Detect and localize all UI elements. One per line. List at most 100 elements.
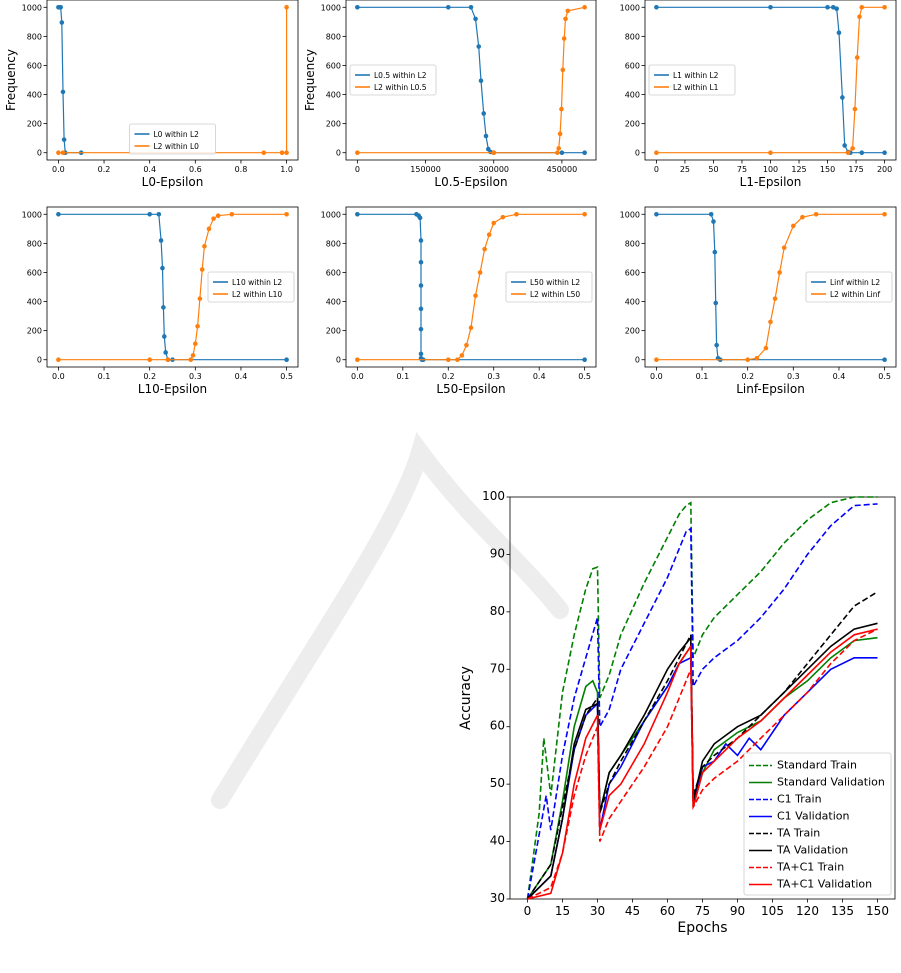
x-axis-label: L50-Epsilon	[436, 382, 505, 396]
legend-label: TA Validation	[776, 844, 848, 857]
legend-box	[505, 271, 593, 303]
data-point	[582, 357, 587, 363]
chart-linf: 0 200 400 600 800 1000 0.0 0.1 0.2 0.3 0.4 0.5 Linf-…	[620, 206, 897, 396]
data-point	[284, 211, 289, 217]
chart-l50-svg: 0 200 400 600 800 1000 0.0 0.1 0.2 0.3 0.4 0.5 L50-E…	[321, 206, 597, 396]
data-point	[418, 238, 424, 243]
data-point	[712, 249, 718, 255]
plot-frame	[345, 206, 597, 368]
x-axis-label: Linf-Epsilon	[736, 382, 805, 396]
plot-frame	[345, 0, 597, 161]
data-point	[559, 106, 564, 112]
y-tick-label: 600	[625, 61, 640, 70]
x-tick-label: 0.0	[351, 372, 364, 381]
series-line-0	[58, 6, 82, 154]
data-point	[882, 150, 887, 156]
x-tick-label: 0.4	[143, 165, 156, 174]
data-point	[850, 146, 855, 151]
data-point	[355, 357, 360, 363]
chart-l50: 0 200 400 600 800 1000 0.0 0.1 0.2 0.3 0.4 0.5 L50-E…	[321, 206, 597, 396]
data-point	[813, 211, 819, 217]
x-tick-label: 0.4	[533, 372, 546, 381]
legend-box	[805, 271, 893, 303]
data-point	[556, 146, 562, 151]
y-tick-label: 0	[635, 149, 640, 158]
legend-label: L0.5 within L2	[374, 71, 427, 80]
data-point	[418, 283, 424, 288]
data-point	[459, 353, 465, 358]
legend-label: TA Train	[776, 827, 820, 840]
series-line-7	[527, 628, 878, 900]
watermark-swoosh	[211, 432, 569, 809]
x-tick-label: 15	[555, 904, 570, 918]
chart-linf-svg: 0 200 400 600 800 1000 0.0 0.1 0.2 0.3 0.4 0.5 Linf-…	[620, 206, 897, 396]
data-point	[481, 111, 487, 116]
y-tick-label: 600	[27, 268, 42, 277]
series-line-6	[527, 628, 878, 900]
data-point	[59, 20, 65, 25]
legend-label: TA+C1 Validation	[776, 878, 872, 891]
data-point	[468, 4, 474, 10]
series-line-4	[526, 591, 878, 900]
data-point	[56, 211, 61, 217]
legend-label: L1 within L2	[673, 71, 719, 80]
y-tick-label: 100	[482, 489, 505, 503]
legend-label: L2 within L0.5	[374, 83, 427, 92]
x-axis-label: L10-Epsilon	[138, 382, 207, 396]
series-line-0	[526, 496, 878, 900]
data-point	[355, 211, 360, 217]
data-point	[882, 211, 887, 217]
y-tick-label: 800	[27, 32, 42, 41]
x-tick-label: 0	[355, 165, 360, 174]
y-tick-label: 70	[490, 661, 505, 675]
x-tick-label: 120	[796, 904, 819, 918]
data-point	[161, 334, 167, 339]
y-tick-label: 40	[490, 834, 505, 848]
y-tick-label: 200	[625, 120, 640, 129]
x-tick-label: 75	[695, 904, 710, 918]
legend-box	[349, 64, 437, 96]
x-tick-label: 175	[848, 165, 863, 174]
x-tick-label: 150	[820, 165, 835, 174]
data-point	[195, 323, 200, 329]
data-point	[147, 211, 152, 217]
x-tick-label: 0.5	[878, 372, 891, 381]
chart-l0: 0 200 400 600 800 1000 0.0 0.2 0.4 0.6 0.8 1.0 L0-Ep…	[4, 0, 299, 189]
data-point	[418, 306, 424, 312]
data-point	[654, 4, 659, 10]
x-tick-label: 200	[877, 165, 892, 174]
y-tick-label: 1000	[22, 210, 42, 219]
y-tick-label: 0	[37, 356, 42, 365]
x-tick-label: 75	[737, 165, 747, 174]
chart-accuracy: 30 40 50 60 70 80 90 100 0 15 30 45 60 75 90 105 120 135 1…	[458, 489, 896, 941]
y-tick-label: 800	[625, 239, 640, 248]
data-point	[478, 78, 484, 84]
data-point	[197, 296, 203, 301]
x-tick-label: 135	[831, 904, 854, 918]
data-point	[418, 326, 424, 332]
data-point	[882, 357, 887, 363]
y-tick-label: 400	[27, 91, 42, 100]
data-point	[215, 213, 221, 219]
x-tick-label: 0.0	[650, 372, 663, 381]
legend-label: L0 within L2	[154, 130, 200, 139]
data-point	[199, 267, 205, 272]
data-point	[161, 305, 166, 310]
y-tick-label: 60	[490, 719, 505, 733]
x-tick-label: 45	[625, 904, 640, 918]
data-point	[279, 150, 285, 156]
y-tick-label: 0	[635, 356, 640, 365]
data-point	[229, 211, 235, 217]
chart-accuracy-svg: 30 40 50 60 70 80 90 100 0 15 30 45 60 75 90 105 120 135 1…	[458, 489, 896, 936]
series-line-5	[526, 622, 878, 900]
y-tick-label: 50	[490, 776, 505, 790]
data-point	[477, 270, 483, 275]
data-point	[473, 293, 478, 299]
y-tick-label: 200	[326, 120, 341, 129]
data-point	[486, 232, 492, 237]
y-tick-label: 400	[27, 298, 42, 307]
data-point	[56, 150, 61, 156]
x-tick-label: 0.1	[696, 372, 709, 381]
data-point	[654, 150, 659, 156]
